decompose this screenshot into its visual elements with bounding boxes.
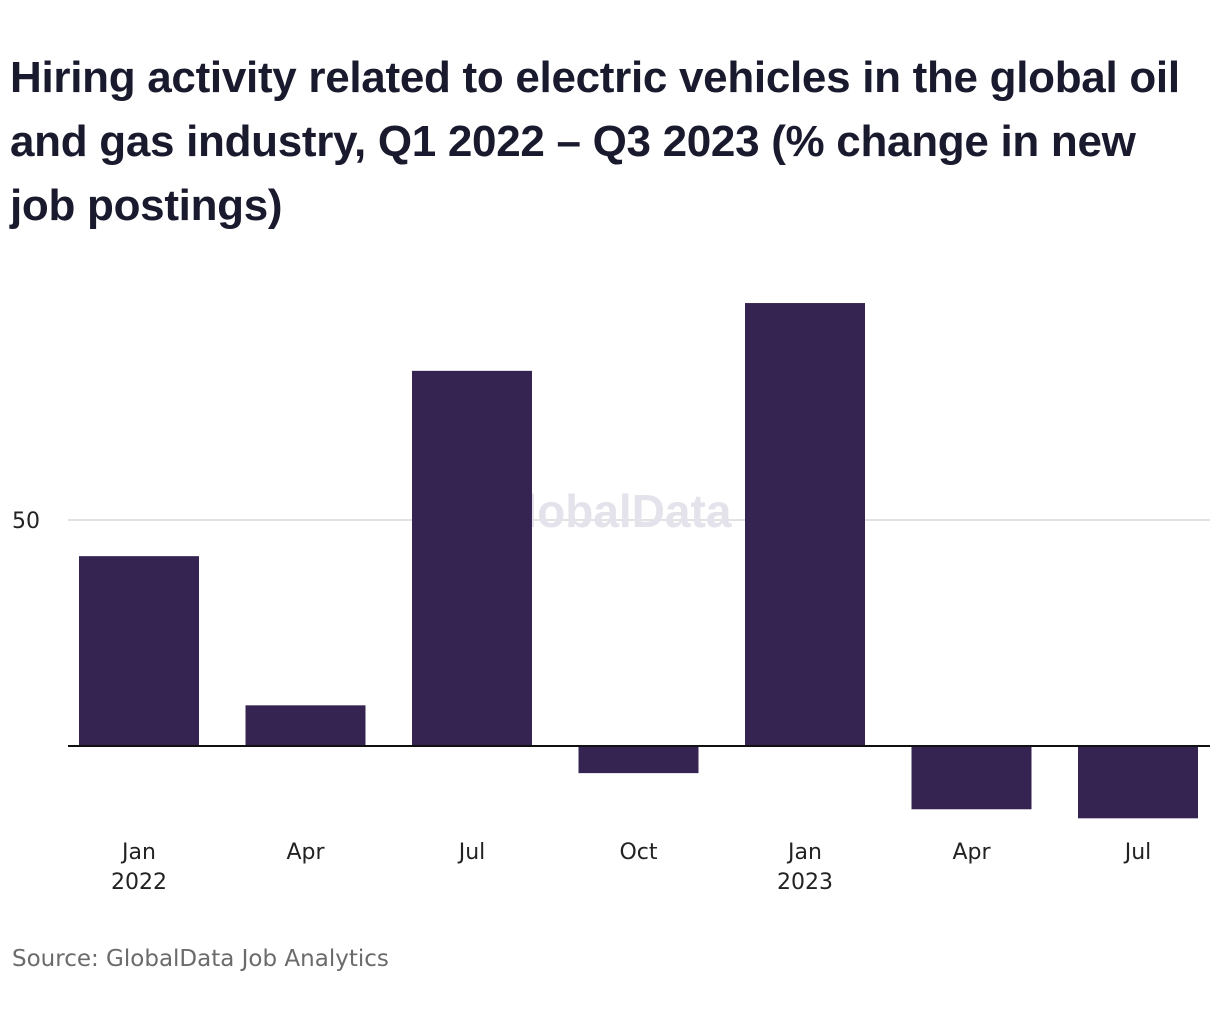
y-tick-label: 50: [12, 509, 40, 534]
source-note: Source: GlobalData Job Analytics: [12, 946, 389, 972]
bar: [578, 746, 699, 774]
x-axis-tick-labels: Jan 2022 Apr Jul Oct Jan 2023 Apr Jul: [111, 840, 1151, 895]
bars: [79, 303, 1198, 819]
x-tick-label: Jul: [1123, 840, 1152, 865]
y-axis-tick-labels: 50: [12, 509, 40, 534]
bar: [1078, 746, 1198, 819]
bar: [245, 705, 366, 746]
bar: [79, 556, 199, 746]
x-tick-label: Apr: [952, 840, 991, 865]
x-tick-label: Oct: [619, 840, 657, 865]
x-tick-label: Apr: [286, 840, 325, 865]
x-tick-label: Jan 2022: [111, 840, 167, 895]
bar: [911, 746, 1032, 810]
chart-title: Hiring activity related to electric vehi…: [10, 53, 1180, 230]
x-tick-label: Jul: [457, 840, 486, 865]
x-tick-label: Jan 2023: [777, 840, 833, 895]
bar: [745, 303, 865, 746]
bar: [412, 370, 532, 746]
